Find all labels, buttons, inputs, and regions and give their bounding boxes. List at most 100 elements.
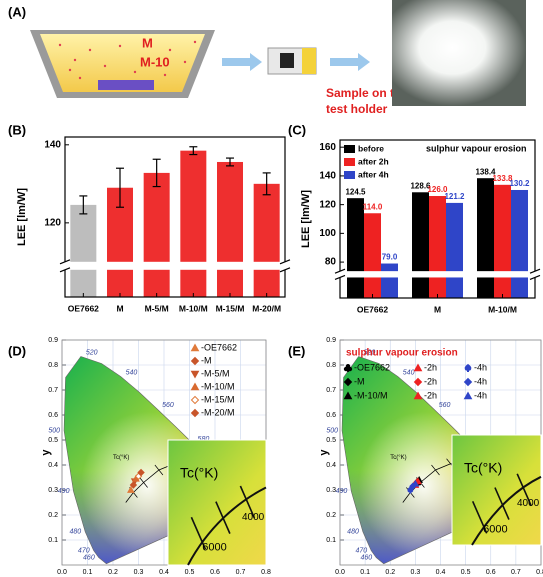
y-tick-label: 80 <box>325 257 337 268</box>
wavelength-label: 540 <box>126 369 138 376</box>
bar <box>477 178 494 298</box>
plot-frame <box>65 137 285 297</box>
legend-marker <box>192 371 199 377</box>
legend-label: after 2h <box>358 156 389 166</box>
legend-label: before <box>358 143 384 153</box>
legend-label: -M-20/M <box>201 407 235 417</box>
legend-label: -M-10/M <box>354 390 388 400</box>
x-tick-label: 0.5 <box>461 569 471 576</box>
y-axis-label: LEE [lm/W] <box>16 188 28 246</box>
y-axis-label: y <box>40 449 52 456</box>
x-tick-label: M-20/M <box>252 303 281 313</box>
tc-label: Tc(°K) <box>113 455 129 461</box>
legend-label: -M-5/M <box>201 368 230 378</box>
wavelength-label: 480 <box>70 529 82 536</box>
axis-break <box>334 271 541 277</box>
layer-label: M <box>142 35 153 50</box>
chip-photo-phosphor <box>302 48 316 74</box>
x-tick-label: 0.4 <box>159 569 169 576</box>
bar <box>364 213 381 298</box>
figure: (A) M M-10 Sample on the test holder (B)… <box>0 0 543 577</box>
glow-photo <box>392 0 526 106</box>
x-tick-label: M <box>434 304 441 314</box>
value-label: 114.0 <box>363 202 383 211</box>
panel-label: (D) <box>8 343 26 358</box>
panel-label: (C) <box>288 122 306 137</box>
bar <box>412 192 429 298</box>
y-tick-label: 0.6 <box>48 412 58 419</box>
led-chip <box>98 80 154 90</box>
legend-label: -4h <box>474 390 487 400</box>
x-tick-label: 0.1 <box>360 569 370 576</box>
y-tick-label: 0.8 <box>48 362 58 369</box>
x-tick-label: 0.8 <box>536 569 543 576</box>
legend-marker <box>465 365 471 372</box>
x-tick-label: 0.8 <box>261 569 271 576</box>
x-tick-label: 0.7 <box>511 569 521 576</box>
caption: test holder <box>326 102 388 116</box>
y-tick-label: 140 <box>319 171 336 182</box>
y-tick-label: 0.7 <box>48 387 58 394</box>
value-label: 79.0 <box>382 253 398 262</box>
bar <box>381 264 398 298</box>
wavelength-label: 460 <box>83 554 95 561</box>
arrow <box>222 53 262 71</box>
y-tick-label: 0.2 <box>48 512 58 519</box>
legend-label: -OE7662 <box>201 342 237 352</box>
legend-marker <box>192 384 199 390</box>
x-tick-label: 0.2 <box>108 569 118 576</box>
wavelength-label: 500 <box>326 427 338 434</box>
x-tick-label: 0.3 <box>134 569 144 576</box>
value-label: 130.2 <box>509 179 530 188</box>
wavelength-label: 560 <box>439 402 451 409</box>
legend-label: -4h <box>474 362 487 372</box>
y-tick-label: 0.6 <box>326 412 336 419</box>
x-tick-label: 0.3 <box>411 569 421 576</box>
legend-label: -M <box>354 376 365 386</box>
y-tick-label: 140 <box>44 139 61 150</box>
value-label: 124.5 <box>345 187 366 196</box>
y-tick-label: 0.8 <box>326 362 336 369</box>
panel-label: (B) <box>8 122 26 137</box>
y-tick-label: 0.1 <box>48 537 58 544</box>
y-tick-label: 120 <box>44 217 61 228</box>
y-tick-label: 0.5 <box>326 437 336 444</box>
y-tick-label: 0.7 <box>326 387 336 394</box>
legend-label: -M-15/M <box>201 394 235 404</box>
legend-label: -2h <box>424 362 437 372</box>
inset-temperature: 6000 <box>483 524 507 536</box>
wavelength-label: 490 <box>336 488 348 495</box>
bar <box>446 203 463 298</box>
x-tick-label: M-10/M <box>488 304 517 314</box>
legend-label: -M <box>201 355 212 365</box>
inset-temperature: 4000 <box>517 498 540 509</box>
y-tick-label: 0.9 <box>48 337 58 344</box>
annotation: sulphur vapour erosion <box>426 143 527 153</box>
legend-label: -M-10/M <box>201 381 235 391</box>
x-tick-label: 0.0 <box>335 569 345 576</box>
legend-marker <box>192 397 199 404</box>
chip-photo-die <box>280 53 294 68</box>
wavelength-label: 460 <box>360 554 372 561</box>
legend-swatch <box>344 171 355 179</box>
bar <box>511 190 528 298</box>
x-tick-label: M-15/M <box>216 303 245 313</box>
wavelength-label: 470 <box>355 547 367 554</box>
y-tick-label: 0.2 <box>326 512 336 519</box>
axis-break <box>59 262 291 270</box>
x-tick-label: 0.7 <box>236 569 246 576</box>
x-tick-label: M-5/M <box>145 303 169 313</box>
legend-marker <box>192 345 199 351</box>
inset-title: Tc(°K) <box>464 460 502 476</box>
wavelength-label: 520 <box>86 349 98 356</box>
y-tick-label: 0.4 <box>326 462 336 469</box>
legend-label: -2h <box>424 376 437 386</box>
bar <box>254 184 280 297</box>
tc-label: Tc(°K) <box>390 455 406 461</box>
y-tick-label: 100 <box>319 228 336 239</box>
legend-swatch <box>344 145 355 153</box>
legend-label: -4h <box>474 376 487 386</box>
bar <box>144 173 170 297</box>
legend-marker <box>192 358 199 365</box>
wavelength-label: 490 <box>58 488 70 495</box>
